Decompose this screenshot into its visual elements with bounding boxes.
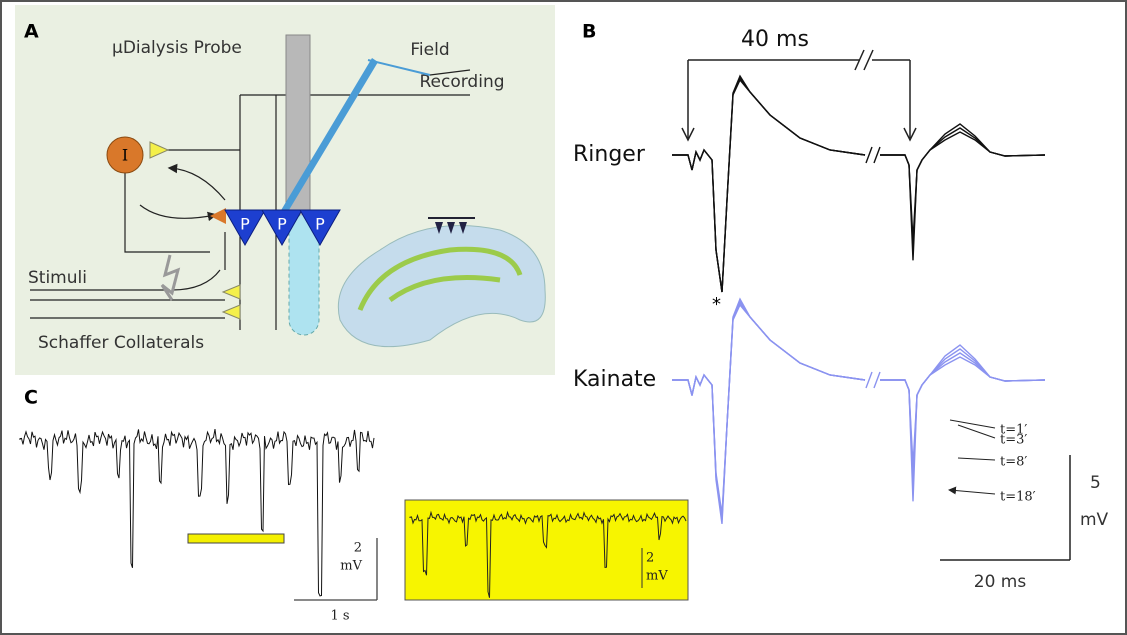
cell-layer (357, 246, 523, 311)
ringer-label: Ringer (573, 142, 646, 167)
electrode-array (435, 222, 467, 234)
pyramidal-label: P (277, 215, 287, 234)
interval-bracket (681, 49, 917, 142)
synapse (149, 141, 170, 159)
synapse (221, 284, 241, 320)
kainate-label: Kainate (573, 367, 656, 392)
scale-x-label: 1 s (330, 609, 349, 624)
scale-y-label: mV (340, 559, 362, 574)
ringer-trace (672, 74, 1046, 293)
time-label: t=3′ (1000, 433, 1027, 448)
panel-label: B (582, 21, 596, 43)
scale-bar (294, 538, 378, 601)
time-label: t=8′ (1000, 455, 1027, 470)
break-mark (865, 146, 881, 164)
pipette-wire (367, 59, 431, 76)
interneuron (106, 136, 144, 174)
probe-label: μDialysis Probe (112, 38, 242, 58)
recording-trace (19, 429, 375, 597)
interneuron-label: I (122, 146, 128, 165)
panel-a-bg (15, 5, 555, 375)
sweep (672, 297, 1046, 524)
pyramidal-label: P (315, 215, 325, 234)
inset-trace (409, 510, 687, 598)
pipette (280, 58, 378, 215)
scale-y-label: mV (1080, 510, 1109, 530)
synapse (210, 208, 226, 224)
time-label: t=1′ (1000, 423, 1027, 438)
recording-label: Recording (419, 72, 504, 92)
kainate-trace (672, 297, 1046, 524)
stimulus-bolt (160, 254, 181, 301)
scale-bar (940, 455, 1071, 561)
time-label: t=18′ (1000, 490, 1036, 505)
sweep (672, 74, 1046, 293)
pyramidal-label: P (240, 215, 250, 234)
pyramidal-cells (224, 209, 341, 247)
scale-x-label: 20 ms (974, 572, 1027, 592)
break-mark (865, 371, 881, 389)
hippocampus (337, 225, 546, 348)
time-arrows (950, 419, 996, 494)
scale-y-label: 2 (354, 541, 362, 556)
recording-label: Field (410, 40, 449, 60)
inset-marker (187, 533, 285, 544)
inset-scale-label: 2 (646, 551, 654, 566)
panel-label: C (24, 387, 38, 409)
inset-scale-label: mV (646, 569, 668, 584)
panel-label: A (24, 21, 39, 43)
collaterals-label: Schaffer Collaterals (38, 333, 204, 353)
stimuli-label: Stimuli (28, 268, 87, 288)
scale-y-label: 5 (1090, 473, 1101, 493)
interval-label: 40 ms (741, 27, 809, 52)
asterisk: * (712, 294, 721, 315)
